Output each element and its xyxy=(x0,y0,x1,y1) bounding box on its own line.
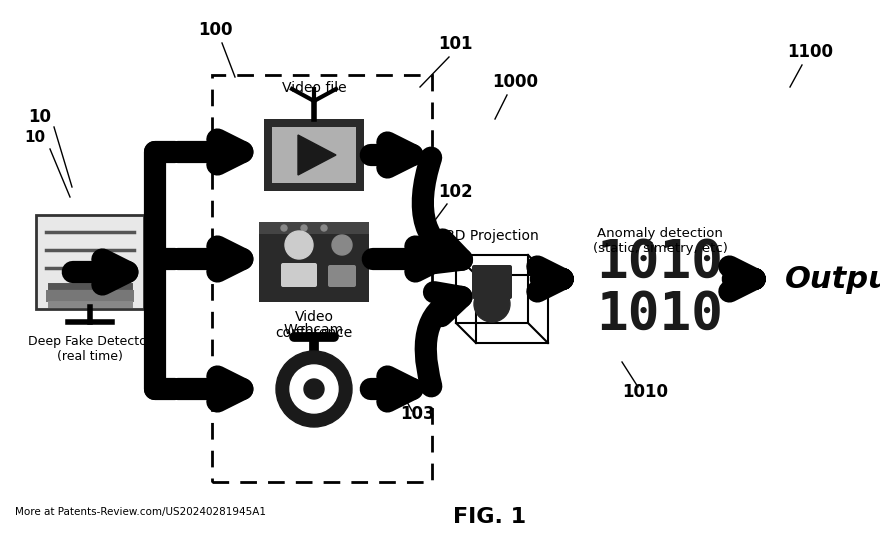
Text: 1000: 1000 xyxy=(492,73,538,91)
FancyBboxPatch shape xyxy=(264,119,364,191)
Text: 10: 10 xyxy=(28,108,52,126)
Polygon shape xyxy=(298,135,336,175)
Text: 103: 103 xyxy=(400,405,436,423)
FancyBboxPatch shape xyxy=(328,265,356,287)
Text: 1100: 1100 xyxy=(787,43,833,61)
Text: 1010: 1010 xyxy=(622,383,668,401)
FancyBboxPatch shape xyxy=(46,290,134,302)
Circle shape xyxy=(321,225,327,231)
FancyBboxPatch shape xyxy=(472,265,512,299)
Text: Video
conference: Video conference xyxy=(275,310,353,340)
Text: 10: 10 xyxy=(25,130,46,145)
Text: 100: 100 xyxy=(198,21,232,39)
Text: 101: 101 xyxy=(437,35,473,53)
FancyBboxPatch shape xyxy=(259,222,369,234)
Text: More at Patents-Review.com/US20240281945A1: More at Patents-Review.com/US20240281945… xyxy=(15,507,266,517)
Text: FIG. 1: FIG. 1 xyxy=(453,507,526,527)
Circle shape xyxy=(290,365,338,413)
Text: 1010
1010: 1010 1010 xyxy=(597,237,723,341)
Text: Anomaly detection
(static, simetry, etc): Anomaly detection (static, simetry, etc) xyxy=(592,227,728,255)
Circle shape xyxy=(298,413,310,425)
FancyBboxPatch shape xyxy=(259,222,369,302)
Text: 102: 102 xyxy=(437,183,473,201)
FancyBboxPatch shape xyxy=(281,263,317,287)
Circle shape xyxy=(474,286,510,322)
Text: Webcam: Webcam xyxy=(284,323,344,337)
Circle shape xyxy=(285,231,313,259)
Circle shape xyxy=(304,379,324,399)
Circle shape xyxy=(276,351,352,427)
FancyBboxPatch shape xyxy=(272,127,356,183)
Text: 3D Projection: 3D Projection xyxy=(445,229,539,243)
Text: Video file: Video file xyxy=(282,81,347,95)
Circle shape xyxy=(301,225,307,231)
Text: Output: Output xyxy=(785,265,880,294)
Text: Deep Fake Detector
(real time): Deep Fake Detector (real time) xyxy=(28,335,152,363)
Circle shape xyxy=(318,413,330,425)
Circle shape xyxy=(332,235,352,255)
FancyBboxPatch shape xyxy=(36,215,144,309)
Circle shape xyxy=(281,225,287,231)
